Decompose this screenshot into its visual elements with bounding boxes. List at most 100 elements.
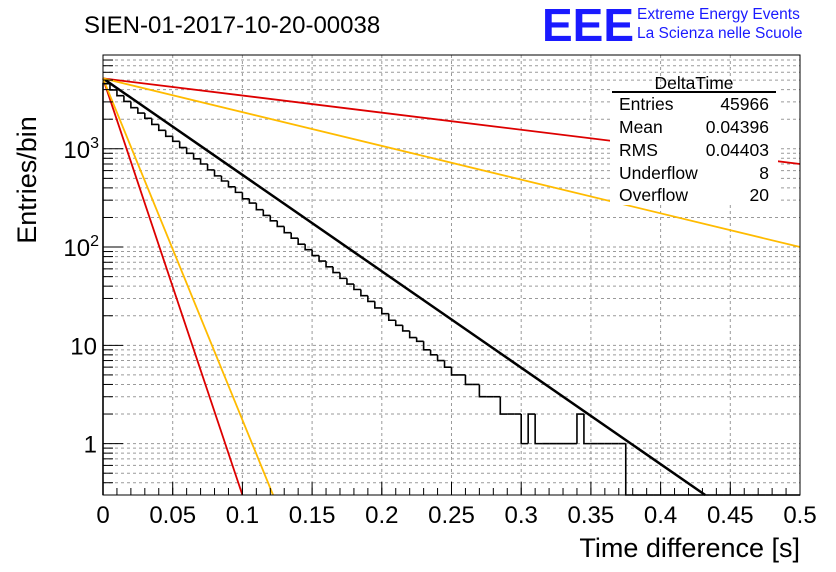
histogram-bin <box>283 226 292 234</box>
histogram-bin <box>123 95 131 103</box>
histogram-bin <box>227 181 236 188</box>
histogram-bin <box>374 301 382 309</box>
histogram-bin <box>199 158 208 165</box>
histogram-bin <box>297 238 306 245</box>
histogram-bin <box>276 220 285 228</box>
y-tick-label: 103 <box>63 135 99 164</box>
histogram-bin <box>429 349 438 356</box>
eee-logo: EEE <box>542 0 634 51</box>
stats-value-rms: 0.04403 <box>706 140 769 160</box>
stats-value-mean: 0.04396 <box>706 117 769 137</box>
stats-box: DeltaTime Entries 45966 Mean 0.04396 RMS… <box>610 73 778 205</box>
histogram-bin <box>415 337 424 343</box>
histogram-bin <box>408 330 417 339</box>
stats-label-entries: Entries <box>619 94 674 114</box>
histogram-bin <box>534 414 543 445</box>
histogram-bin <box>178 141 187 149</box>
stats-label-rms: RMS <box>619 140 658 160</box>
histogram-bin <box>401 325 410 332</box>
histogram-bin <box>311 249 320 257</box>
histogram-bin <box>102 82 110 495</box>
histogram-bin <box>478 384 487 398</box>
histogram-bin <box>443 360 452 368</box>
histogram-bin <box>520 414 529 445</box>
axis-ticks <box>102 54 801 496</box>
x-tick-label: 0.4 <box>644 502 677 529</box>
histogram-bin <box>234 186 243 194</box>
logo-line-2: La Scienza nelle Scuole <box>637 25 802 42</box>
histogram-bin <box>164 130 173 138</box>
exponential-fit-line <box>102 77 706 497</box>
histogram-bin <box>206 164 215 171</box>
stats-value-underflow: 8 <box>759 163 769 183</box>
histogram-bin <box>527 413 536 444</box>
y-tick-label: 102 <box>63 233 99 262</box>
histogram-bin <box>450 367 459 376</box>
histogram-bin <box>367 295 375 303</box>
x-tick-label: 0.3 <box>505 502 538 529</box>
y-axis-title: Entries/bin <box>12 116 42 244</box>
histogram-bin <box>381 307 389 315</box>
histogram-bin <box>339 272 347 280</box>
stats-label-underflow: Underflow <box>619 163 698 183</box>
histogram-bin <box>130 101 138 109</box>
stats-value-overflow: 20 <box>750 185 770 205</box>
x-tick-label: 0.05 <box>149 502 196 529</box>
histogram-bin <box>304 244 313 251</box>
histogram-bin <box>332 266 340 274</box>
histogram-bin <box>255 203 264 211</box>
histogram-bin <box>499 396 508 415</box>
histogram-bin <box>436 354 445 362</box>
y-tick-label: 1 <box>84 432 97 459</box>
stats-box-background <box>610 87 778 205</box>
histogram-bin <box>387 313 396 322</box>
orange-fast-curve-line <box>102 78 274 496</box>
stats-label-mean: Mean <box>619 117 663 137</box>
histogram-bin <box>290 232 299 240</box>
histogram-bin <box>346 278 354 285</box>
histogram-bin <box>422 341 431 351</box>
histogram-bin <box>318 255 327 262</box>
histogram-bin <box>325 261 334 268</box>
x-tick-label: 0.5 <box>783 502 816 529</box>
histogram-bin <box>583 414 591 445</box>
run-title: SIEN-01-2017-10-20-00038 <box>84 12 380 39</box>
histogram-bin <box>269 215 278 222</box>
histogram-bin <box>144 113 152 120</box>
histogram-bin <box>262 209 271 217</box>
x-tick-labels: 0 0.05 0.1 0.15 0.2 0.25 0.3 0.35 0.4 0.45 0.5 <box>96 502 816 529</box>
histogram-bin <box>220 175 229 182</box>
histogram-bin <box>394 320 403 327</box>
red-fast-curve-line <box>102 78 244 496</box>
stats-value-entries: 45966 <box>720 94 769 114</box>
stats-label-overflow: Overflow <box>619 185 688 205</box>
histogram-bin <box>213 169 222 177</box>
histogram-bin <box>464 374 473 386</box>
x-tick-label: 0.2 <box>365 502 398 529</box>
histogram-bin <box>192 153 201 160</box>
x-tick-label: 0 <box>96 502 109 529</box>
stats-title: DeltaTime <box>654 73 733 93</box>
x-tick-label: 0.25 <box>428 502 475 529</box>
histogram-bin <box>150 118 159 126</box>
histogram-bin <box>241 192 250 200</box>
histogram-bin <box>576 413 584 444</box>
logo-line-1: Extreme Energy Events <box>637 6 800 23</box>
histogram-bin <box>171 136 180 143</box>
histogram-bin <box>624 443 633 496</box>
x-tick-label: 0.15 <box>289 502 336 529</box>
histogram-bin <box>248 198 257 204</box>
histogram-bin <box>185 147 194 155</box>
histogram-bin <box>137 107 145 114</box>
x-axis-title: Time difference [s] <box>579 533 800 563</box>
x-tick-label: 0.45 <box>707 502 754 529</box>
y-tick-labels: 1 10 102 103 <box>63 135 99 459</box>
histogram-bin <box>157 124 166 132</box>
y-tick-label: 10 <box>70 333 97 360</box>
x-tick-label: 0.35 <box>568 502 615 529</box>
histogram-bin <box>116 89 124 97</box>
x-tick-label: 0.1 <box>226 502 259 529</box>
histogram-bin <box>360 289 368 297</box>
histogram-bin <box>353 284 361 291</box>
